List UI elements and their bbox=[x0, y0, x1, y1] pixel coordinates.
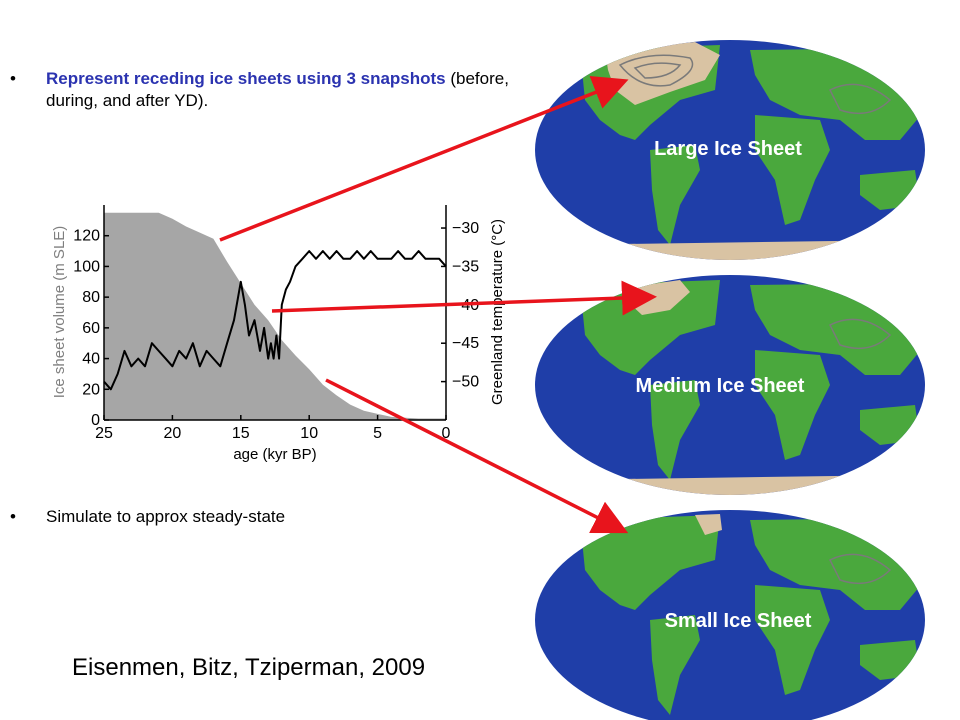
south-america-landmass bbox=[650, 145, 700, 245]
y-left-tick-label: 80 bbox=[82, 289, 100, 306]
x-tick-label: 20 bbox=[164, 425, 182, 442]
ice-sheet-maps: Large Ice Sheet Medium Ice Sheet Smal bbox=[535, 40, 925, 720]
ice-volume-area bbox=[104, 212, 446, 420]
map-label-large: Large Ice Sheet bbox=[654, 138, 802, 160]
citation: Eisenmen, Bitz, Tziperman, 2009 bbox=[72, 654, 426, 681]
y-right-tick-label: −30 bbox=[452, 220, 479, 237]
x-axis-label: age (kyr BP) bbox=[233, 446, 316, 463]
bullet-simulate: • Simulate to approx steady-state bbox=[10, 506, 506, 528]
x-tick-label: 0 bbox=[442, 425, 451, 442]
africa-landmass bbox=[755, 115, 830, 225]
x-tick-label: 10 bbox=[300, 425, 318, 442]
x-tick-label: 15 bbox=[232, 425, 250, 442]
y-right-tick-label: −40 bbox=[452, 297, 479, 314]
y-left-tick-label: 40 bbox=[82, 351, 100, 368]
map-medium-ice-sheet: Medium Ice Sheet bbox=[535, 275, 925, 495]
bullet-snapshots: • Represent receding ice sheets using 3 … bbox=[10, 68, 516, 112]
bullet-simulate-text: Simulate to approx steady-state bbox=[46, 507, 286, 526]
y-left-ticks: 0 20 40 60 80 100 120 bbox=[73, 228, 109, 429]
ice-sheet-north-america bbox=[605, 42, 720, 105]
x-tick-label: 25 bbox=[95, 425, 113, 442]
antarctica-ice bbox=[540, 240, 920, 260]
map-label-small: Small Ice Sheet bbox=[665, 610, 812, 632]
left-y-axis-label: Ice sheet volume (m SLE) bbox=[51, 226, 68, 399]
bullet-marker: • bbox=[10, 69, 16, 88]
bullet-snapshots-highlight: Represent receding ice sheets using 3 sn… bbox=[46, 69, 446, 88]
y-right-tick-label: −45 bbox=[452, 335, 479, 352]
y-right-tick-label: −50 bbox=[452, 374, 479, 391]
right-y-axis-label: Greenland temperature (°C) bbox=[489, 219, 506, 405]
y-left-tick-label: 0 bbox=[91, 412, 100, 429]
y-left-tick-label: 120 bbox=[73, 228, 100, 245]
chart-plot-area bbox=[103, 212, 447, 420]
y-left-tick-label: 20 bbox=[82, 381, 100, 398]
map-large-ice-sheet: Large Ice Sheet bbox=[535, 40, 925, 260]
bullet-marker: • bbox=[10, 507, 16, 526]
greenland-temperature-line bbox=[103, 250, 447, 391]
x-tick-label: 5 bbox=[373, 425, 382, 442]
ice-volume-temperature-chart: 25 20 15 10 5 0 0 20 40 60 80 100 120 −30 −35 −40 −45 −… bbox=[51, 205, 506, 463]
ice-sheet-north-america bbox=[695, 514, 722, 535]
y-right-tick-label: −35 bbox=[452, 258, 479, 275]
map-small-ice-sheet: Small Ice Sheet bbox=[535, 510, 925, 720]
y-left-tick-label: 60 bbox=[82, 320, 100, 337]
y-left-tick-label: 100 bbox=[73, 258, 100, 275]
map-label-medium: Medium Ice Sheet bbox=[636, 375, 805, 397]
